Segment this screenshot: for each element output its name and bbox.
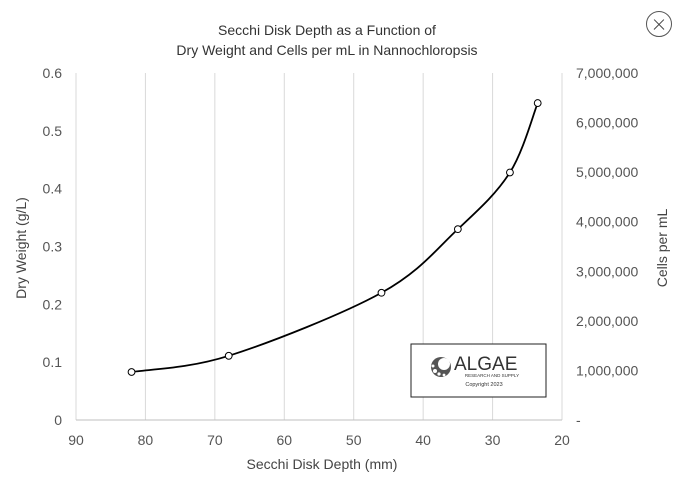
- data-point-0: [127, 368, 136, 376]
- y-tick-label-3: 0.3: [43, 239, 63, 255]
- x-tick-label-6: 30: [485, 432, 501, 448]
- y2-tick-label-1: 1,000,000: [576, 362, 638, 378]
- data-point-1: [224, 351, 233, 360]
- y-tick-labels: 0 0.1 0.2 0.3 0.4 0.5 0.6: [43, 65, 63, 428]
- y2-tick-label-0: -: [576, 412, 581, 428]
- y-tick-label-5: 0.5: [43, 123, 63, 139]
- grid-lines: [75, 73, 563, 420]
- y2-tick-label-5: 5,000,000: [576, 164, 638, 180]
- chart-title-line-1: Secchi Disk Depth as a Function of: [218, 22, 436, 38]
- y-tick-label-6: 0.6: [43, 65, 63, 81]
- series-points: [127, 99, 542, 376]
- algae-logo-icon: [431, 357, 451, 377]
- x-tick-label-3: 60: [276, 432, 292, 448]
- chart-title-line-2: Dry Weight and Cells per mL in Nannochlo…: [176, 42, 477, 58]
- series-line: [131, 102, 539, 373]
- y-tick-label-2: 0.2: [43, 296, 63, 312]
- logo-subtitle: RESEARCH AND SUPPLY: [465, 373, 519, 378]
- logo-box: ALGAE RESEARCH AND SUPPLY Copyright 2023: [410, 343, 547, 398]
- y-axis-label: Dry Weight (g/L): [13, 197, 29, 299]
- data-point-5: [533, 99, 542, 107]
- x-tick-label-7: 20: [554, 432, 570, 448]
- logo-name: ALGAE: [454, 354, 517, 375]
- y-tick-label-0: 0: [54, 412, 62, 428]
- y2-tick-label-3: 3,000,000: [576, 263, 638, 279]
- logo-copyright: Copyright 2023: [465, 382, 502, 388]
- y-tick-label-4: 0.4: [43, 181, 63, 197]
- y2-tick-label-4: 4,000,000: [576, 214, 638, 230]
- y-tick-label-1: 0.1: [43, 354, 63, 370]
- y2-tick-label-2: 2,000,000: [576, 313, 638, 329]
- y2-tick-label-6: 6,000,000: [576, 115, 638, 131]
- y2-tick-labels: - 1,000,000 2,000,000 3,000,000 4,000,000 5,0…: [576, 65, 638, 428]
- y2-axis-label: Cells per mL: [654, 209, 670, 288]
- y2-tick-label-7: 7,000,000: [576, 65, 638, 81]
- data-point-2: [377, 288, 386, 297]
- x-tick-label-5: 40: [415, 432, 431, 448]
- x-tick-labels: 90 80 70 60 50 40 30 20: [68, 432, 570, 448]
- x-tick-label-1: 80: [138, 432, 154, 448]
- x-tick-label-4: 50: [346, 432, 362, 448]
- close-button[interactable]: [646, 11, 672, 37]
- x-tick-label-0: 90: [68, 432, 84, 448]
- data-point-3: [453, 225, 462, 234]
- x-tick-label-2: 70: [207, 432, 223, 448]
- data-point-4: [506, 168, 514, 177]
- x-axis-label: Secchi Disk Depth (mm): [247, 456, 398, 472]
